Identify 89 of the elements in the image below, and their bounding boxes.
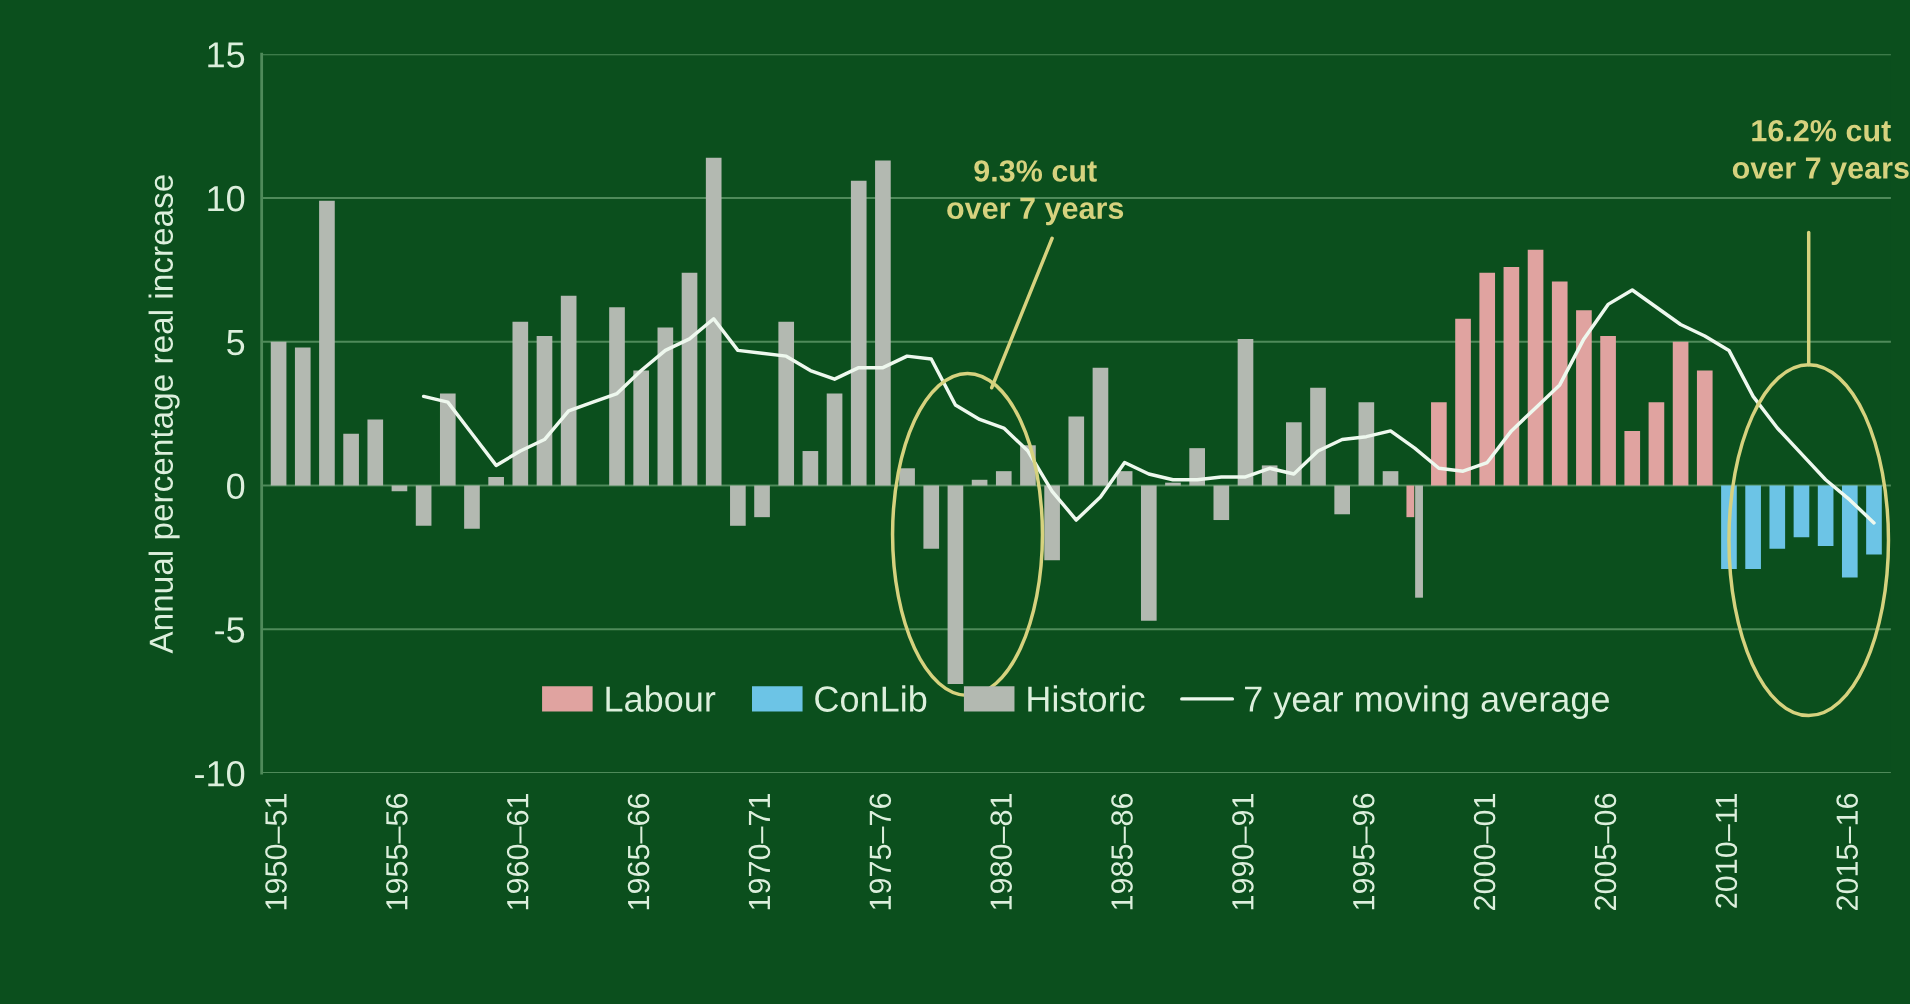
x-tick-label: 2000–01 <box>1473 794 1496 910</box>
bar <box>464 485 480 529</box>
bar <box>1648 402 1665 486</box>
y-tick-label: 15 <box>208 42 245 68</box>
bar <box>826 393 843 486</box>
x-tick-label: 2015–16 <box>1836 793 1859 910</box>
x-tick-label: 1985–86 <box>1111 793 1133 910</box>
bar <box>488 476 504 486</box>
bar <box>1358 402 1375 486</box>
y-tick-label: -5 <box>215 617 245 643</box>
y-tick-label: 5 <box>227 330 245 356</box>
bar <box>319 200 335 486</box>
bar <box>1068 416 1085 486</box>
annotation: 16.2% cut over 7 years <box>1732 119 1909 185</box>
bar <box>1600 336 1616 486</box>
x-tick-label: 2010–11 <box>1715 794 1738 908</box>
bar <box>681 272 698 486</box>
bar <box>367 419 384 486</box>
bar <box>754 485 770 518</box>
bar <box>536 336 553 486</box>
legend-label: Historic <box>1028 685 1145 712</box>
bar <box>947 485 964 684</box>
bar <box>899 468 915 486</box>
bar <box>1431 402 1447 486</box>
bar <box>270 341 287 486</box>
bar <box>778 321 795 486</box>
bar <box>633 370 650 486</box>
bar <box>1213 485 1230 521</box>
bar <box>1237 338 1254 486</box>
bar <box>1044 485 1060 561</box>
bar <box>560 295 577 486</box>
bar <box>1140 485 1157 621</box>
y-tick-label: 10 <box>208 185 245 212</box>
bar <box>512 321 529 486</box>
bar <box>1696 370 1713 486</box>
bar <box>1841 485 1858 578</box>
bar <box>1576 310 1592 486</box>
y-axis-title: Annual percentage real increase <box>148 175 180 654</box>
bar <box>995 471 1012 486</box>
bar <box>1310 387 1326 486</box>
bar <box>657 327 674 486</box>
bar <box>1479 272 1496 486</box>
bar <box>1116 471 1133 486</box>
bar <box>1624 430 1641 486</box>
x-tick-label: 1990–91 <box>1232 794 1254 910</box>
bar <box>802 451 819 486</box>
bar <box>1165 482 1181 486</box>
bar <box>850 180 867 486</box>
bar <box>1866 485 1882 555</box>
bar <box>1527 249 1544 486</box>
bar <box>1793 485 1810 538</box>
bar <box>1551 281 1568 486</box>
x-tick-label: 1950–51 <box>265 794 287 910</box>
y-tick-label: -10 <box>195 760 245 787</box>
bar <box>923 485 940 549</box>
bar <box>1189 448 1205 486</box>
bar <box>439 393 456 486</box>
bar <box>1092 367 1109 486</box>
legend-label: 7 year moving average <box>1245 685 1609 720</box>
bar <box>1817 485 1834 546</box>
bar <box>730 485 746 526</box>
x-tick-label: 1995–96 <box>1352 793 1375 910</box>
bar <box>1286 422 1302 486</box>
legend-label: ConLib <box>815 685 927 712</box>
legend-label: Labour <box>606 685 716 712</box>
x-tick-label: 1960–61 <box>506 794 529 910</box>
bar <box>875 160 891 486</box>
x-tick-label: 1980–81 <box>990 794 1012 910</box>
line-series <box>421 288 1876 525</box>
bar <box>1672 341 1689 486</box>
bar <box>609 307 625 486</box>
bar <box>1503 267 1520 486</box>
y-tick-label: 0 <box>227 473 245 499</box>
bar <box>343 433 359 486</box>
annotation: 9.3% cut over 7 years <box>947 160 1124 226</box>
bar <box>1455 318 1471 486</box>
x-tick-label: 1965–66 <box>627 793 650 910</box>
bar <box>294 347 311 486</box>
bar <box>415 485 432 526</box>
x-tick-label: 2005–06 <box>1594 793 1617 910</box>
x-tick-label: 1970–71 <box>748 794 771 910</box>
bar <box>1745 485 1761 569</box>
bar <box>971 479 988 486</box>
bar <box>1382 471 1399 486</box>
bar <box>705 157 722 486</box>
bar <box>1334 485 1351 515</box>
x-tick-label: 1955–56 <box>386 793 408 910</box>
bar <box>1769 485 1786 549</box>
x-tick-label: 1975–76 <box>869 793 892 910</box>
